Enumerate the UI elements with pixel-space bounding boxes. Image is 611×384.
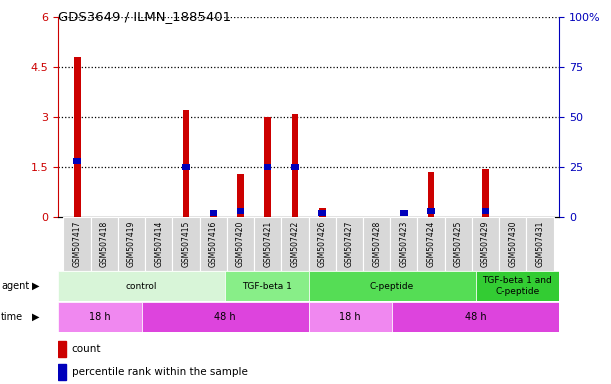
Bar — [319, 208, 326, 217]
Text: count: count — [72, 344, 101, 354]
Bar — [309, 217, 336, 271]
Text: GSM507430: GSM507430 — [508, 221, 518, 267]
Bar — [472, 217, 499, 271]
Bar — [182, 164, 190, 170]
Bar — [390, 217, 417, 271]
Text: GSM507431: GSM507431 — [535, 221, 544, 267]
Text: GSM507414: GSM507414 — [155, 221, 163, 267]
Bar — [200, 217, 227, 271]
Bar — [58, 302, 142, 331]
Bar — [482, 169, 489, 217]
Bar — [237, 174, 244, 217]
Bar — [291, 114, 298, 217]
Bar — [58, 341, 66, 357]
Bar — [210, 210, 217, 216]
Bar — [183, 111, 189, 217]
Bar — [336, 217, 363, 271]
Text: GSM507420: GSM507420 — [236, 221, 245, 267]
Text: GSM507422: GSM507422 — [290, 221, 299, 267]
Bar — [58, 364, 66, 380]
Text: GDS3649 / ILMN_1885401: GDS3649 / ILMN_1885401 — [58, 10, 231, 23]
Bar — [392, 302, 559, 331]
Bar — [281, 217, 309, 271]
Text: GSM507427: GSM507427 — [345, 221, 354, 267]
Text: 18 h: 18 h — [89, 312, 111, 322]
Text: 48 h: 48 h — [465, 312, 486, 322]
Text: control: control — [126, 281, 157, 291]
Bar — [499, 217, 527, 271]
Text: GSM507419: GSM507419 — [127, 221, 136, 267]
Bar — [428, 172, 434, 217]
Text: agent: agent — [1, 281, 29, 291]
Text: ▶: ▶ — [32, 281, 39, 291]
Text: GSM507429: GSM507429 — [481, 221, 490, 267]
Text: C-peptide: C-peptide — [370, 281, 414, 291]
Bar — [445, 217, 472, 271]
Bar — [254, 217, 281, 271]
Bar — [145, 217, 172, 271]
Bar — [482, 208, 489, 214]
Bar — [264, 164, 271, 170]
Text: GSM507424: GSM507424 — [426, 221, 436, 267]
Bar — [527, 217, 554, 271]
Bar — [400, 210, 408, 216]
Text: TGF-beta 1: TGF-beta 1 — [242, 281, 291, 291]
Bar — [210, 215, 217, 217]
Bar — [118, 217, 145, 271]
Text: GSM507428: GSM507428 — [372, 221, 381, 267]
Bar — [309, 271, 475, 301]
Bar — [90, 217, 118, 271]
Bar — [64, 217, 90, 271]
Text: 18 h: 18 h — [340, 312, 361, 322]
Bar — [427, 208, 435, 214]
Text: GSM507415: GSM507415 — [181, 221, 191, 267]
Text: GSM507416: GSM507416 — [209, 221, 218, 267]
Bar — [172, 217, 200, 271]
Text: percentile rank within the sample: percentile rank within the sample — [72, 367, 247, 377]
Text: GSM507418: GSM507418 — [100, 221, 109, 267]
Text: GSM507421: GSM507421 — [263, 221, 273, 267]
Bar — [74, 57, 81, 217]
Bar — [475, 271, 559, 301]
Text: ▶: ▶ — [32, 312, 39, 322]
Bar — [309, 302, 392, 331]
Text: TGF-beta 1 and
C-peptide: TGF-beta 1 and C-peptide — [483, 276, 552, 296]
Bar — [236, 208, 244, 214]
Bar — [291, 164, 299, 170]
Text: GSM507417: GSM507417 — [73, 221, 82, 267]
Bar — [58, 271, 225, 301]
Text: GSM507423: GSM507423 — [400, 221, 408, 267]
Bar — [225, 271, 309, 301]
Bar — [265, 117, 271, 217]
Bar — [227, 217, 254, 271]
Bar — [142, 302, 309, 331]
Text: GSM507426: GSM507426 — [318, 221, 327, 267]
Bar — [318, 210, 326, 216]
Bar — [363, 217, 390, 271]
Bar — [417, 217, 445, 271]
Text: 48 h: 48 h — [214, 312, 236, 322]
Text: GSM507425: GSM507425 — [454, 221, 463, 267]
Text: time: time — [1, 312, 23, 322]
Bar — [73, 158, 81, 164]
